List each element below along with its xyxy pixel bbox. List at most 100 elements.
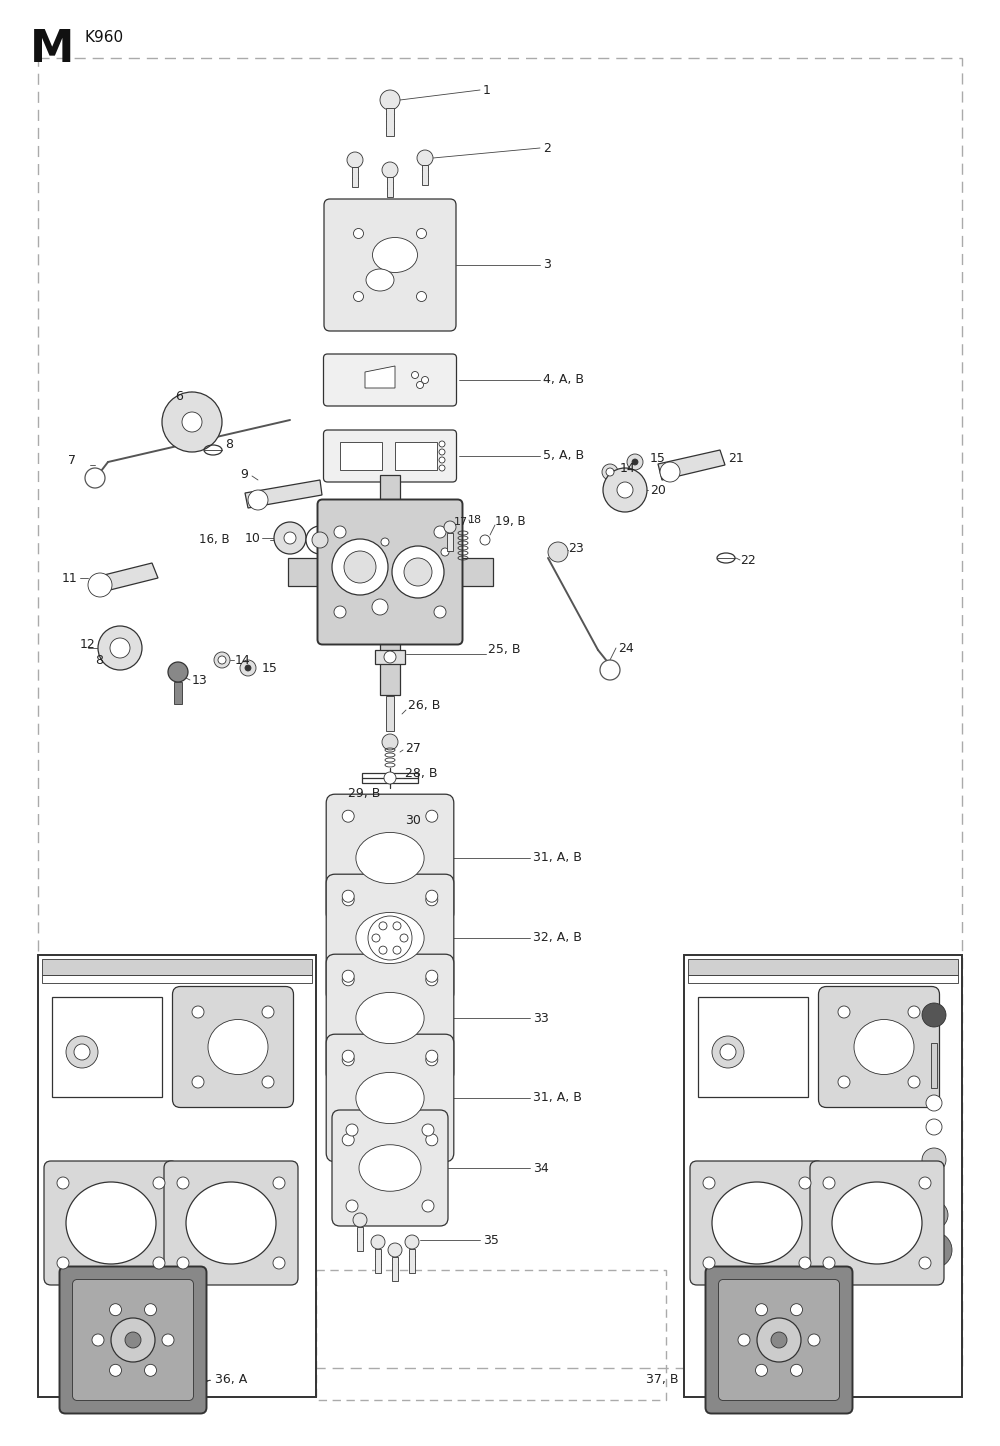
- Text: 12: 12: [80, 639, 96, 652]
- Circle shape: [426, 970, 438, 982]
- Circle shape: [380, 810, 400, 830]
- Text: 14: 14: [620, 461, 636, 474]
- Circle shape: [439, 450, 445, 455]
- Text: 22: 22: [740, 554, 756, 567]
- Circle shape: [823, 1177, 835, 1189]
- Bar: [375, 1249, 381, 1272]
- Circle shape: [738, 1335, 750, 1346]
- Circle shape: [908, 1006, 920, 1018]
- Text: 2: 2: [543, 142, 551, 155]
- Circle shape: [384, 651, 396, 664]
- Bar: [174, 683, 182, 704]
- Circle shape: [808, 1335, 820, 1346]
- Text: 6: 6: [175, 390, 183, 403]
- Circle shape: [720, 1044, 736, 1060]
- Circle shape: [342, 970, 354, 982]
- Circle shape: [756, 1304, 768, 1316]
- Bar: [288, 558, 328, 586]
- Text: 11: 11: [62, 571, 78, 584]
- Circle shape: [422, 1124, 434, 1137]
- Circle shape: [919, 1257, 931, 1270]
- Circle shape: [110, 638, 130, 658]
- FancyBboxPatch shape: [318, 499, 462, 645]
- FancyBboxPatch shape: [326, 954, 454, 1082]
- Circle shape: [756, 1365, 768, 1377]
- Circle shape: [771, 1332, 787, 1348]
- Text: 7: 7: [68, 454, 76, 467]
- Circle shape: [177, 1257, 189, 1270]
- FancyBboxPatch shape: [324, 429, 456, 482]
- FancyBboxPatch shape: [810, 1161, 944, 1285]
- Circle shape: [823, 1257, 835, 1270]
- Bar: [447, 534, 453, 551]
- Circle shape: [660, 463, 680, 482]
- Circle shape: [346, 1200, 358, 1212]
- FancyBboxPatch shape: [44, 1161, 178, 1285]
- Circle shape: [110, 1365, 122, 1377]
- Circle shape: [182, 412, 202, 432]
- Ellipse shape: [356, 1073, 424, 1124]
- Bar: [422, 165, 428, 185]
- Circle shape: [393, 923, 401, 930]
- Circle shape: [703, 1257, 715, 1270]
- Circle shape: [125, 1332, 141, 1348]
- Ellipse shape: [66, 1181, 156, 1264]
- Circle shape: [144, 1304, 156, 1316]
- Circle shape: [111, 1317, 155, 1362]
- Circle shape: [192, 1006, 204, 1018]
- Bar: [357, 1228, 363, 1251]
- Circle shape: [548, 542, 568, 562]
- Circle shape: [334, 526, 346, 538]
- Text: 19, B: 19, B: [495, 516, 526, 528]
- Circle shape: [434, 606, 446, 617]
- Circle shape: [382, 162, 398, 178]
- Text: 10: 10: [245, 532, 261, 545]
- Circle shape: [426, 894, 438, 905]
- Ellipse shape: [186, 1181, 276, 1264]
- Text: 29, B: 29, B: [348, 788, 380, 801]
- Circle shape: [920, 1202, 948, 1229]
- Text: 27: 27: [405, 742, 421, 755]
- Text: 31, A, B: 31, A, B: [533, 1092, 582, 1105]
- Text: K960: K960: [85, 30, 124, 45]
- Circle shape: [400, 934, 408, 941]
- Circle shape: [602, 464, 618, 480]
- Text: 35: 35: [483, 1233, 499, 1246]
- Ellipse shape: [356, 992, 424, 1044]
- Polygon shape: [365, 366, 395, 388]
- Text: 23: 23: [568, 541, 584, 554]
- Circle shape: [416, 292, 426, 302]
- Circle shape: [144, 1365, 156, 1377]
- Circle shape: [347, 152, 363, 168]
- FancyBboxPatch shape: [324, 354, 456, 406]
- Circle shape: [214, 652, 230, 668]
- Text: 1: 1: [483, 84, 491, 97]
- Circle shape: [153, 1257, 165, 1270]
- FancyBboxPatch shape: [72, 1280, 194, 1401]
- Circle shape: [422, 376, 428, 383]
- Circle shape: [600, 659, 620, 680]
- Bar: [38, 954, 316, 1397]
- Circle shape: [342, 810, 354, 823]
- Circle shape: [262, 1076, 274, 1087]
- Circle shape: [332, 539, 388, 594]
- Circle shape: [703, 1177, 715, 1189]
- Circle shape: [922, 1004, 946, 1027]
- Ellipse shape: [832, 1181, 922, 1264]
- Circle shape: [417, 150, 433, 166]
- Ellipse shape: [372, 237, 418, 272]
- FancyBboxPatch shape: [690, 1161, 824, 1285]
- Bar: [688, 959, 958, 975]
- Circle shape: [346, 1124, 358, 1137]
- Text: 8: 8: [95, 654, 103, 667]
- Circle shape: [799, 1257, 811, 1270]
- FancyBboxPatch shape: [324, 200, 456, 331]
- Circle shape: [426, 973, 438, 986]
- Circle shape: [393, 946, 401, 954]
- Circle shape: [426, 891, 438, 902]
- Circle shape: [371, 1235, 385, 1249]
- Text: 37, B: 37, B: [646, 1374, 678, 1387]
- Circle shape: [342, 1054, 354, 1066]
- Circle shape: [799, 1177, 811, 1189]
- Circle shape: [372, 934, 380, 941]
